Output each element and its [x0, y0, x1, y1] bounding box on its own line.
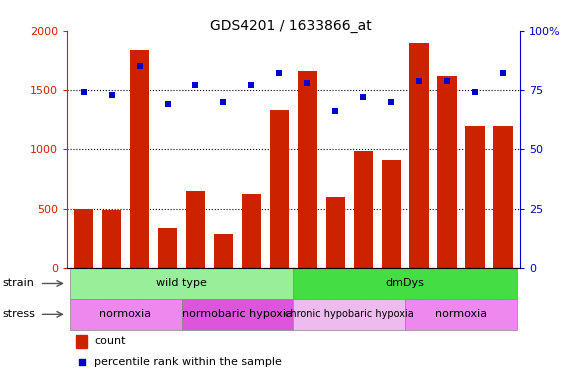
Point	[331, 108, 340, 114]
Point	[247, 82, 256, 88]
Point	[77, 359, 87, 365]
Bar	[293, 299, 406, 330]
Bar	[70, 299, 181, 330]
Bar	[130, 50, 149, 268]
Text: chronic hypobaric hypoxia: chronic hypobaric hypoxia	[285, 310, 414, 319]
Point	[275, 70, 284, 76]
Bar	[325, 197, 345, 268]
Text: strain: strain	[3, 278, 35, 288]
Bar	[242, 194, 261, 268]
Bar	[74, 209, 94, 268]
Point	[471, 89, 480, 96]
Point	[163, 101, 172, 108]
Point	[191, 82, 200, 88]
Text: normobaric hypoxia: normobaric hypoxia	[182, 310, 293, 319]
Point	[358, 94, 368, 100]
Point	[79, 89, 88, 96]
Bar	[186, 191, 205, 268]
Bar	[214, 233, 233, 268]
Point	[135, 63, 144, 70]
Text: normoxia: normoxia	[435, 310, 487, 319]
Text: wild type: wild type	[156, 278, 207, 288]
Point	[303, 80, 312, 86]
Bar	[157, 228, 177, 268]
Bar	[410, 43, 429, 268]
Text: stress: stress	[3, 310, 36, 319]
Bar	[493, 126, 513, 268]
Point	[498, 70, 508, 76]
Point	[219, 99, 228, 105]
Text: GDS4201 / 1633866_at: GDS4201 / 1633866_at	[210, 19, 371, 33]
Text: percentile rank within the sample: percentile rank within the sample	[94, 357, 282, 367]
Bar	[76, 335, 87, 348]
Bar	[437, 76, 457, 268]
Bar	[465, 126, 485, 268]
Point	[387, 99, 396, 105]
Text: dmDys: dmDys	[386, 278, 425, 288]
Bar	[382, 160, 401, 268]
Text: normoxia: normoxia	[99, 310, 152, 319]
Point	[443, 78, 452, 84]
Bar	[70, 268, 293, 299]
Bar	[102, 210, 121, 268]
Point	[415, 78, 424, 84]
Bar	[293, 268, 517, 299]
Bar	[270, 110, 289, 268]
Bar	[354, 151, 373, 268]
Text: count: count	[94, 336, 125, 346]
Bar	[297, 71, 317, 268]
Bar	[181, 299, 293, 330]
Bar	[406, 299, 517, 330]
Point	[107, 92, 116, 98]
